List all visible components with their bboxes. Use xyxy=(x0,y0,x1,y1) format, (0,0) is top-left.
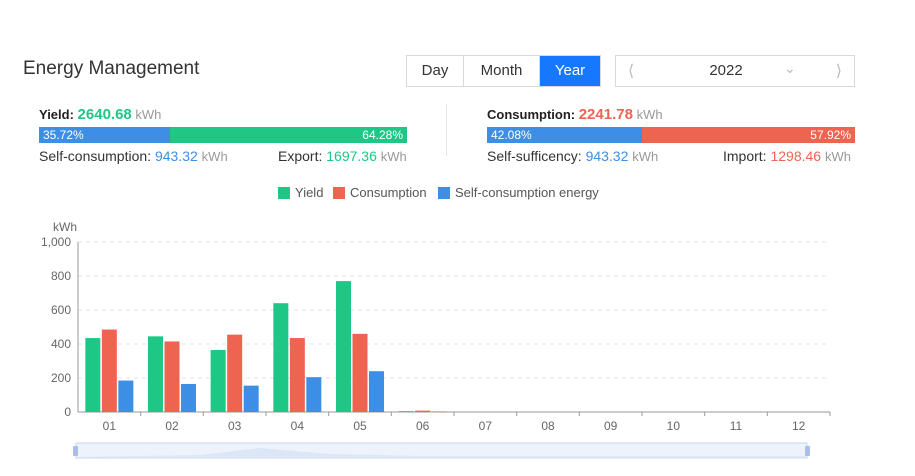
bar-self-consumption-energy-03 xyxy=(243,385,259,412)
zoom-handle-left[interactable] xyxy=(73,446,78,456)
legend-swatch-self-consumption xyxy=(438,186,450,199)
tab-month[interactable]: Month xyxy=(463,56,539,86)
x-tick-label: 08 xyxy=(541,419,555,433)
bar-consumption-06 xyxy=(415,410,431,412)
x-tick-label: 07 xyxy=(479,419,493,433)
bar-yield-02 xyxy=(148,336,163,412)
legend-swatch-consumption xyxy=(333,186,345,199)
export-label: Export: xyxy=(278,148,323,164)
x-tick-label: 05 xyxy=(353,419,367,433)
yield-export-pct: 64.28% xyxy=(362,128,403,142)
self-consumption-unit: kWh xyxy=(201,149,228,164)
y-tick-label: 400 xyxy=(51,337,71,351)
page-title: Energy Management xyxy=(23,58,200,79)
period-tabs: Day Month Year xyxy=(406,55,601,87)
consumption-progress-bar: 42.08% 57.92% xyxy=(487,127,855,143)
yield-self-segment: 35.72% xyxy=(39,127,171,143)
import-label: Import: xyxy=(723,148,767,164)
yield-heading: Yield: 2640.68 kWh xyxy=(39,106,161,123)
legend-item-consumption[interactable]: Consumption xyxy=(333,185,427,200)
import-unit: kWh xyxy=(824,149,851,164)
yield-self-pct: 35.72% xyxy=(43,128,84,142)
consumption-value: 2241.78 xyxy=(578,106,633,123)
import-value: 1298.46 xyxy=(770,148,822,164)
divider xyxy=(446,104,447,156)
legend-label-yield: Yield xyxy=(295,185,324,200)
bar-yield-01 xyxy=(85,338,101,412)
import-stat: Import: 1298.46 kWh xyxy=(723,148,851,164)
legend-label-self-consumption: Self-consumption energy xyxy=(455,185,599,200)
consumption-heading: Consumption: 2241.78 kWh xyxy=(487,106,663,123)
x-tick-label: 02 xyxy=(165,419,179,433)
bar-self-consumption-energy-02 xyxy=(181,383,196,412)
self-sufficiency-stat: Self-sufficency: 943.32 kWh xyxy=(487,148,658,164)
x-tick-label: 10 xyxy=(667,419,681,433)
yield-label: Yield: xyxy=(39,107,74,122)
yield-value: 2640.68 xyxy=(77,106,132,123)
bar-self-consumption-energy-06 xyxy=(431,411,447,412)
self-sufficiency-unit: kWh xyxy=(632,149,659,164)
bar-consumption-05 xyxy=(352,333,368,412)
tab-year[interactable]: Year xyxy=(539,56,600,86)
self-consumption-stat: Self-consumption: 943.32 kWh xyxy=(39,148,228,164)
legend-swatch-yield xyxy=(278,186,290,199)
legend-item-yield[interactable]: Yield xyxy=(278,185,323,200)
zoom-handle-right[interactable] xyxy=(805,446,810,456)
chevron-left-icon[interactable]: ⟨ xyxy=(628,63,635,80)
self-sufficiency-value: 943.32 xyxy=(585,148,629,164)
x-tick-label: 06 xyxy=(416,419,430,433)
x-tick-label: 11 xyxy=(730,419,743,433)
consumption-self-segment: 42.08% xyxy=(487,127,642,143)
bar-yield-04 xyxy=(273,303,289,412)
legend-label-consumption: Consumption xyxy=(350,185,427,200)
x-tick-label: 01 xyxy=(103,419,117,433)
bar-yield-06 xyxy=(398,411,414,412)
x-tick-label: 09 xyxy=(604,419,618,433)
consumption-unit: kWh xyxy=(636,107,663,122)
bar-consumption-01 xyxy=(101,329,117,412)
self-consumption-label: Self-consumption: xyxy=(39,148,152,164)
bar-consumption-04 xyxy=(289,338,305,412)
y-tick-label: 600 xyxy=(51,303,71,317)
y-tick-label: 200 xyxy=(51,371,71,385)
legend-item-self-consumption[interactable]: Self-consumption energy xyxy=(438,185,599,200)
bar-yield-05 xyxy=(336,281,351,412)
bar-self-consumption-energy-05 xyxy=(369,371,384,412)
yield-export-segment: 64.28% xyxy=(170,127,407,143)
y-tick-label: 1,000 xyxy=(41,235,71,249)
bar-consumption-02 xyxy=(164,341,180,412)
x-tick-label: 04 xyxy=(291,419,305,433)
bar-yield-03 xyxy=(210,349,226,412)
year-value: 2022 xyxy=(709,62,743,79)
y-tick-label: 800 xyxy=(51,269,71,283)
x-tick-label: 12 xyxy=(792,419,806,433)
y-tick-label: 0 xyxy=(64,405,71,419)
export-unit: kWh xyxy=(380,149,407,164)
self-sufficiency-label: Self-sufficency: xyxy=(487,148,582,164)
bar-self-consumption-energy-01 xyxy=(118,380,134,412)
consumption-import-segment: 57.92% xyxy=(641,127,855,143)
tab-day[interactable]: Day xyxy=(407,56,463,86)
consumption-import-pct: 57.92% xyxy=(810,128,851,142)
yield-progress-bar: 35.72% 64.28% xyxy=(39,127,407,143)
export-stat: Export: 1697.36 kWh xyxy=(278,148,407,164)
chevron-down-icon[interactable]: ⌄ xyxy=(784,60,796,76)
yield-unit: kWh xyxy=(135,107,162,122)
bar-consumption-03 xyxy=(227,334,243,412)
bar-self-consumption-energy-04 xyxy=(306,377,322,412)
chevron-right-icon[interactable]: ⟩ xyxy=(835,63,842,80)
consumption-label: Consumption: xyxy=(487,107,576,122)
export-value: 1697.36 xyxy=(326,148,377,164)
zoom-slider-preview xyxy=(77,448,806,457)
x-tick-label: 03 xyxy=(228,419,242,433)
consumption-self-pct: 42.08% xyxy=(491,128,532,142)
y-axis-label: kWh xyxy=(53,220,77,234)
self-consumption-value: 943.32 xyxy=(154,148,198,164)
year-picker[interactable]: ⟨ 2022 ⌄ ⟩ xyxy=(615,55,855,87)
